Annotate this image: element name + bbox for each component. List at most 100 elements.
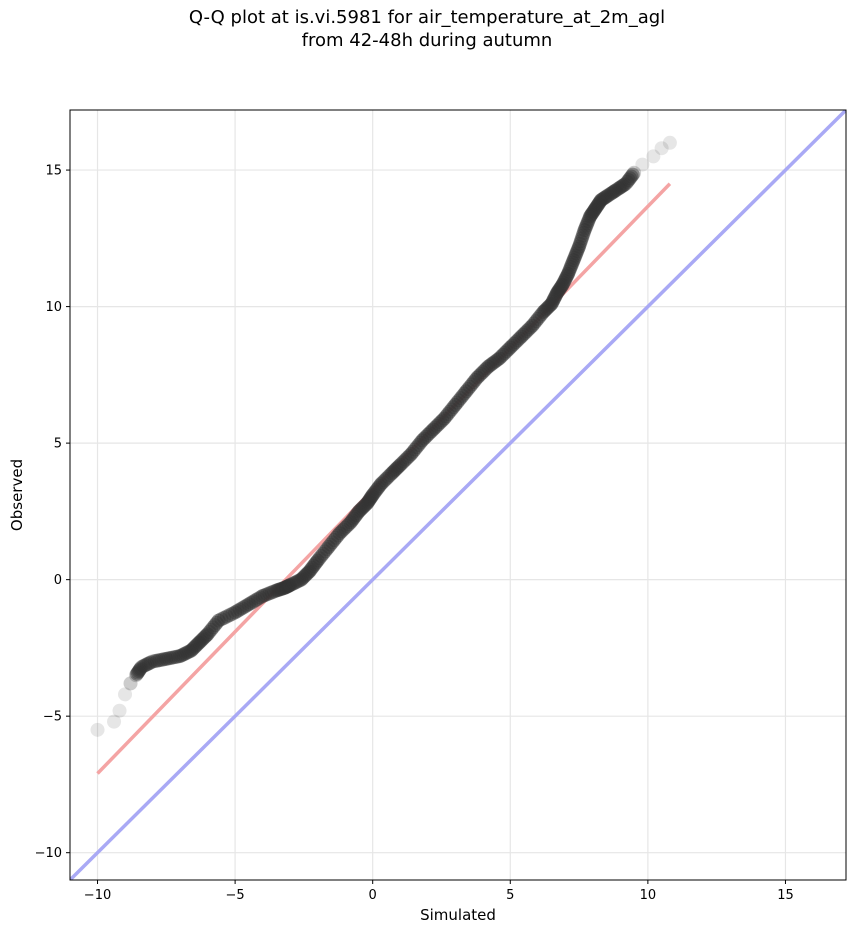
quantile-point <box>395 456 410 471</box>
x-axis-label: Simulated <box>420 906 496 924</box>
quantile-point <box>448 397 463 412</box>
quantile-point <box>141 656 156 671</box>
y-tick-label: −10 <box>35 846 62 861</box>
quantile-point <box>230 604 245 619</box>
quantile-point <box>605 185 620 200</box>
quantile-point <box>595 192 610 207</box>
quantile-point <box>572 239 587 254</box>
x-tick-label: 5 <box>506 888 514 903</box>
quantile-point <box>566 253 581 268</box>
quantile-point <box>596 191 611 206</box>
quantile-point <box>90 722 105 737</box>
quantile-point <box>334 524 349 539</box>
quantile-point <box>426 422 441 437</box>
quantile-point <box>406 444 421 459</box>
quantile-point <box>132 662 147 677</box>
quantile-point <box>609 183 624 198</box>
y-tick-label: 10 <box>45 300 62 315</box>
x-tick-label: −5 <box>226 888 245 903</box>
quantile-point <box>567 250 582 265</box>
quantile-point <box>561 266 576 281</box>
quantile-point <box>130 665 145 680</box>
quantile-point <box>241 597 256 612</box>
chart-title: Q-Q plot at is.vi.5981 for air_temperatu… <box>0 6 854 52</box>
quantile-point <box>618 176 633 191</box>
quantile-point <box>228 605 243 620</box>
quantile-point <box>555 277 570 292</box>
quantile-point <box>161 651 176 666</box>
quantile-point <box>516 327 531 342</box>
quantile-point <box>600 188 615 203</box>
quantile-point <box>343 515 358 530</box>
quantile-point <box>138 658 153 673</box>
quantile-point <box>439 409 454 424</box>
quantile-point <box>332 526 347 541</box>
quantile-point <box>211 613 226 628</box>
quantile-point <box>610 182 625 197</box>
quantile-point <box>470 370 485 385</box>
reference-lines <box>70 110 846 880</box>
grid <box>70 110 846 880</box>
quantile-point <box>375 475 390 490</box>
quantile-point <box>140 657 155 672</box>
chart-title-line-2: from 42-48h during autumn <box>301 30 553 51</box>
quantile-point <box>627 165 642 180</box>
quantile-point <box>620 174 635 189</box>
quantile-point <box>134 660 149 675</box>
y-tick-label: 0 <box>54 573 62 588</box>
quantile-point <box>606 184 621 199</box>
quantile-point <box>503 340 518 355</box>
x-tick-label: −10 <box>84 888 111 903</box>
quantile-point <box>577 223 592 238</box>
quantile-point <box>616 178 631 193</box>
quantile-point <box>461 381 476 396</box>
quantile-point <box>312 551 327 566</box>
quantile-point <box>373 477 388 492</box>
quantile-point <box>611 181 626 196</box>
x-tick-label: 0 <box>369 888 377 903</box>
quantile-point <box>123 676 138 691</box>
quantile-point <box>255 589 270 604</box>
x-tick-label: 15 <box>777 888 794 903</box>
quantile-point <box>662 135 677 150</box>
quantile-point <box>143 655 158 670</box>
quantile-point <box>625 167 640 182</box>
quantile-point <box>323 537 338 552</box>
quantile-point <box>173 649 188 664</box>
plot-area-frame <box>69 109 847 881</box>
x-tick-label: 10 <box>640 888 657 903</box>
quantile-point <box>415 433 430 448</box>
quantile-point <box>472 368 487 383</box>
quantile-point <box>492 351 507 366</box>
quantile-points <box>90 135 677 737</box>
quantile-point <box>107 714 122 729</box>
quantile-point <box>450 395 465 410</box>
quantile-point <box>136 659 151 674</box>
quantile-point <box>622 171 637 186</box>
quantile-point <box>217 610 232 625</box>
quantile-point <box>614 179 629 194</box>
quantile-point <box>617 177 632 192</box>
quantile-point <box>244 595 259 610</box>
quantile-point <box>129 668 144 683</box>
quantile-point <box>159 651 174 666</box>
quantile-point <box>525 318 540 333</box>
quantile-point <box>404 447 419 462</box>
quantile-point <box>613 180 628 195</box>
quantile-point <box>578 220 593 235</box>
quantile-point <box>572 236 587 251</box>
quantile-point <box>214 612 229 627</box>
y-tick-label: 15 <box>45 164 62 179</box>
identity-line <box>70 110 846 880</box>
axis-ticks: −10 −5 0 5 10 15 −10 −5 0 5 10 15 <box>35 164 794 903</box>
quantile-point <box>365 488 380 502</box>
y-tick-label: −5 <box>43 710 62 725</box>
quantile-point <box>129 666 144 681</box>
quantile-point <box>302 564 317 579</box>
quantile-point <box>321 539 336 554</box>
quantile-point <box>437 411 452 426</box>
y-axis-label: Observed <box>8 459 26 531</box>
quantile-point <box>393 457 408 472</box>
quantile-point <box>145 654 160 669</box>
